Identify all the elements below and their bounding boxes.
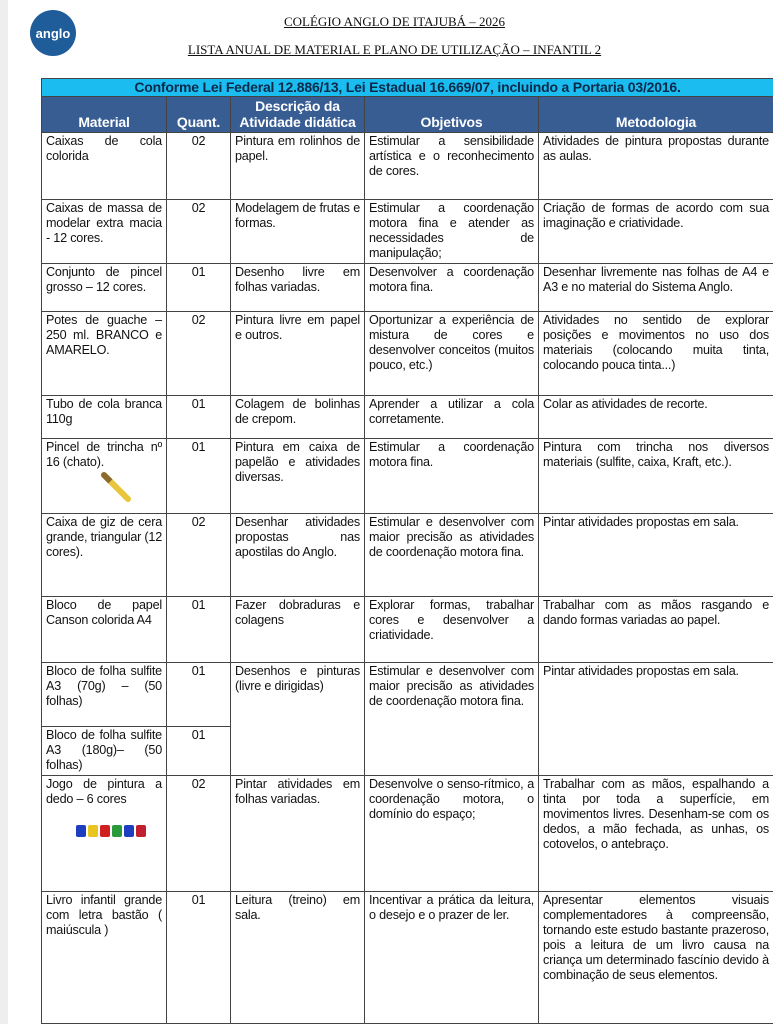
cell-quant: 02 xyxy=(166,199,231,264)
cell-material2: Bloco de folha sulfite A3 (180g)– (50 fo… xyxy=(41,726,167,776)
finger-paint-image xyxy=(76,825,162,837)
cell-material: Caixas de cola colorida xyxy=(41,132,167,200)
cell-met: Pintar atividades propostas em sala. xyxy=(538,662,773,776)
cell-desc: Leitura (treino) em sala. xyxy=(230,891,365,1024)
cell-met: Pintura com trincha nos diversos materia… xyxy=(538,438,773,514)
cell-met: Apresentar elementos visuais complementa… xyxy=(538,891,773,1024)
cell-quant: 01 xyxy=(166,891,231,1024)
cell-obj: Estimular e desenvolver com maior precis… xyxy=(364,513,539,597)
cell-met: Trabalhar com as mãos, espalhando a tint… xyxy=(538,775,773,892)
page-title: COLÉGIO ANGLO DE ITAJUBÁ – 2026 xyxy=(283,14,506,29)
column-header: Metodologia xyxy=(538,96,773,133)
material-table: Conforme Lei Federal 12.886/13, Lei Esta… xyxy=(41,78,773,1024)
cell-material: Caixas de massa de modelar extra macia -… xyxy=(41,199,167,264)
table-row: Caixa de giz de cera grande, triangular … xyxy=(41,513,773,597)
cell-material: Tubo de cola branca 110g xyxy=(41,395,167,439)
cell-quant: 02 xyxy=(166,775,231,892)
brush-image xyxy=(99,470,133,504)
table-row: Tubo de cola branca 110g 01 Colagem de bol… xyxy=(41,395,773,439)
column-header: Quant. xyxy=(166,96,231,133)
cell-obj: Estimular a coordenação motora fina. xyxy=(364,438,539,514)
cell-obj: Oportunizar a experiência de mistura de … xyxy=(364,311,539,396)
cell-desc: Pintar atividades em folhas variadas. xyxy=(230,775,365,892)
cell-quant: 02 xyxy=(166,513,231,597)
cell-material: Caixa de giz de cera grande, triangular … xyxy=(41,513,167,597)
cell-desc: Colagem de bolinhas de crepom. xyxy=(230,395,365,439)
cell-desc: Modelagem de frutas e formas. xyxy=(230,199,365,264)
cell-desc: Desenho livre em folhas variadas. xyxy=(230,263,365,312)
cell-quant: 01 xyxy=(166,662,231,727)
cell-desc: Desenhos e pinturas (livre e dirigidas) xyxy=(230,662,365,776)
cell-quant: 01 xyxy=(166,395,231,439)
cell-quant: 02 xyxy=(166,311,231,396)
cell-met: Criação de formas de acordo com sua imag… xyxy=(538,199,773,264)
cell-quant: 01 xyxy=(166,263,231,312)
table-row: Bloco de papel Canson colorida A4 01 Fazer… xyxy=(41,596,773,663)
cell-obj: Estimular e desenvolver com maior precis… xyxy=(364,662,539,776)
cell-desc: Fazer dobraduras e colagens xyxy=(230,596,365,663)
cell-desc: Desenhar atividades propostas nas aposti… xyxy=(230,513,365,597)
cell-met: Atividades de pintura propostas durante … xyxy=(538,132,773,200)
cell-met: Colar as atividades de recorte. xyxy=(538,395,773,439)
cell-material: Potes de guache – 250 ml. BRANCO e AMARE… xyxy=(41,311,167,396)
cell-desc: Pintura livre em papel e outros. xyxy=(230,311,365,396)
cell-obj: Explorar formas, trabalhar cores e desen… xyxy=(364,596,539,663)
cell-obj: Desenvolver a coordenação motora fina. xyxy=(364,263,539,312)
table-row: Pincel de trincha nº 16 (chato). 01 Pintur… xyxy=(41,438,773,514)
cell-quant: 02 xyxy=(166,132,231,200)
table-row: Bloco de folha sulfite A3 (180g)– (50 fo… xyxy=(41,726,773,776)
column-header: Objetivos xyxy=(364,96,539,133)
cell-material: Bloco de papel Canson colorida A4 xyxy=(41,596,167,663)
table-row: Conjunto de pincel grosso – 12 cores. 01 D… xyxy=(41,263,773,312)
cell-material: Bloco de folha sulfite A3 (70g) – (50 fo… xyxy=(41,662,167,727)
cell-met: Desenhar livremente nas folhas de A4 e A… xyxy=(538,263,773,312)
cell-material: Livro infantil grande com letra bastão (… xyxy=(41,891,167,1024)
cell-material: Pincel de trincha nº 16 (chato). xyxy=(41,438,167,514)
cell-material: Jogo de pintura a dedo – 6 cores xyxy=(41,775,167,892)
cell-quant2: 01 xyxy=(166,726,231,776)
column-header: Material xyxy=(41,96,167,133)
table-row: Bloco de folha sulfite A3 (70g) – (50 fo… xyxy=(41,662,773,776)
cell-quant: 01 xyxy=(166,438,231,514)
table-row: Livro infantil grande com letra bastão (… xyxy=(41,891,773,1024)
cell-obj: Estimular a coordenação motora fina e at… xyxy=(364,199,539,264)
cell-material: Conjunto de pincel grosso – 12 cores. xyxy=(41,263,167,312)
table-row: Caixas de cola colorida 02 Pintura em roli… xyxy=(41,132,773,200)
cell-obj: Incentivar a prática da leitura, o desej… xyxy=(364,891,539,1024)
page-subtitle: LISTA ANUAL DE MATERIAL E PLANO DE UTILI… xyxy=(187,42,602,57)
cell-desc: Pintura em caixa de papelão e atividades… xyxy=(230,438,365,514)
table-row: Jogo de pintura a dedo – 6 cores 02 Pintar… xyxy=(41,775,773,892)
cell-met: Trabalhar com as mãos rasgando e dando f… xyxy=(538,596,773,663)
cell-desc: Pintura em rolinhos de papel. xyxy=(230,132,365,200)
law-banner: Conforme Lei Federal 12.886/13, Lei Esta… xyxy=(41,78,773,97)
cell-met: Pintar atividades propostas em sala. xyxy=(538,513,773,597)
table-row: Caixas de massa de modelar extra macia -… xyxy=(41,199,773,264)
cell-obj: Estimular a sensibilidade artística e o … xyxy=(364,132,539,200)
cell-obj: Desenvolve o senso-rítmico, a coordenaçã… xyxy=(364,775,539,892)
cell-met: Atividades no sentido de explorar posiçõ… xyxy=(538,311,773,396)
cell-quant: 01 xyxy=(166,596,231,663)
anglo-logo: anglo xyxy=(30,10,76,56)
cell-obj: Aprender a utilizar a cola corretamente. xyxy=(364,395,539,439)
column-header: Descrição da Atividade didática xyxy=(230,96,365,133)
table-row: Potes de guache – 250 ml. BRANCO e AMARE… xyxy=(41,311,773,396)
